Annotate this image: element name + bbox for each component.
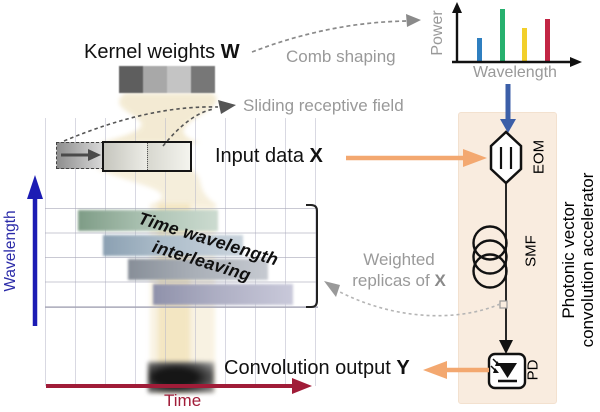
replicas-bracket [306, 204, 318, 308]
wavelength-axis-label: Wavelength [2, 210, 19, 292]
comb-to-eom-arrowhead [500, 119, 516, 133]
weighted-line2: replicas of X [338, 271, 460, 292]
comb-shaping-label: Comb shaping [286, 47, 396, 66]
fiber-tap-marker [499, 300, 508, 309]
interleave-row [153, 283, 293, 305]
pd-to-output-arrowhead [423, 361, 447, 379]
input-data-box [102, 141, 192, 172]
weighted-replicas-label: Weighted replicas of X [338, 250, 460, 291]
weighted-replicas-curve [337, 290, 501, 317]
comb-bar [499, 9, 505, 62]
time-axis-label: Time [164, 391, 202, 410]
comb-power-label: Power [429, 10, 446, 56]
input-data-text: Input data [215, 145, 304, 167]
eom-symbol [489, 130, 523, 185]
comb-shaping-arrowhead [406, 14, 421, 27]
accelerator-title-line1: Photonic vector [559, 201, 578, 319]
kernel-weights-label: Kernel weights W [84, 41, 240, 64]
kernel-cell [191, 66, 215, 93]
pd-diode-triangle [498, 363, 517, 378]
kernel-weights-symbol: W [220, 41, 240, 63]
smf-coil-loop [472, 225, 508, 261]
weighted-line1: Weighted [363, 250, 435, 269]
pd-label: PD [524, 359, 542, 381]
kernel-cell [167, 66, 191, 93]
sliding-arrowhead [218, 100, 236, 114]
eom-label: EOM [530, 139, 548, 175]
shift-arrowhead [88, 149, 101, 161]
weighted-replicas-arrowhead [324, 281, 340, 297]
kernel-weights-text: Kernel weights [84, 41, 216, 63]
wavelength-axis-arrowhead [27, 175, 43, 199]
convolution-output-text: Convolution output [224, 357, 391, 379]
comb-wavelength-label: Wavelength [473, 64, 557, 81]
kernel-cell [119, 66, 143, 93]
comb-shaping-curve [251, 20, 409, 53]
smf-coil-loop [472, 253, 508, 289]
time-axis-arrowhead [292, 378, 312, 394]
interleave-row [128, 259, 268, 281]
interleave-row [103, 234, 243, 256]
accelerator-title-line2: convolution accelerator [578, 172, 597, 348]
sliding-receptive-field-label: Sliding receptive field [243, 96, 404, 115]
smf-label: SMF [522, 235, 540, 267]
input-data-symbol: X [309, 145, 323, 167]
convolution-output-symbol: Y [396, 357, 410, 379]
fiber-to-pd-arrowhead [499, 340, 513, 354]
sliding-curve-1 [63, 106, 219, 142]
comb-bar [522, 27, 528, 62]
input-to-eom-arrowhead [463, 149, 487, 167]
comb-bar [544, 19, 550, 62]
comb-y-axis-arrowhead [452, 2, 462, 13]
comb-bar [477, 38, 482, 62]
pd-light-arrowhead [493, 368, 499, 373]
convolution-output-label: Convolution output Y [224, 357, 410, 380]
input-data-label: Input data X [215, 145, 323, 168]
comb-bars [458, 5, 568, 62]
input-cell [104, 143, 148, 170]
weighted-line2-text: replicas of [352, 270, 430, 290]
input-cell [147, 143, 190, 170]
kernel-cell [143, 66, 167, 93]
kernel-weights-bar [119, 66, 215, 93]
smf-coil-loop [472, 239, 508, 275]
sliding-curve-2 [162, 108, 215, 147]
comb-x-axis-arrowhead [570, 57, 582, 67]
pd-light-arrowhead [495, 361, 501, 366]
interleave-row [78, 210, 218, 231]
weighted-symbol: X [434, 270, 446, 290]
